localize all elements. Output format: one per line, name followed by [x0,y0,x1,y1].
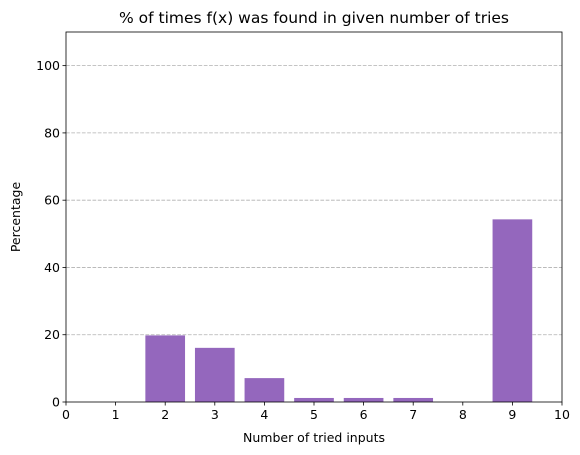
y-gridlines [66,65,562,336]
y-axis-label: Percentage [8,182,23,253]
x-tick-label: 9 [508,407,516,422]
y-tick-label: 0 [52,395,60,410]
x-tick-label: 4 [260,407,268,422]
x-axis-label: Number of tried inputs [243,430,385,445]
bar-4 [244,378,285,402]
y-tick-label: 80 [44,125,60,140]
bar-6 [343,397,384,402]
x-tick-label: 10 [554,407,570,422]
y-tick-label: 100 [36,58,60,73]
x-tick-label: 8 [459,407,467,422]
bar-7 [393,397,434,402]
bar-9 [492,219,533,402]
x-tick-label: 0 [62,407,70,422]
y-axis-ticks: 0 20 40 60 80 100 [36,58,66,410]
bar-5 [294,397,334,402]
x-tick-label: 1 [112,407,120,422]
bar-2 [145,335,186,402]
chart-title: % of times f(x) was found in given numbe… [119,9,509,27]
x-tick-label: 2 [161,407,169,422]
y-tick-label: 40 [44,260,60,275]
x-tick-label: 7 [409,407,417,422]
y-tick-label: 60 [44,193,60,208]
x-axis-ticks: 0 1 2 3 4 5 6 7 8 9 10 [62,402,570,422]
y-tick-label: 20 [44,327,60,342]
x-tick-label: 5 [310,407,318,422]
bars [145,219,533,402]
bar-3 [194,347,235,402]
x-tick-label: 6 [360,407,368,422]
x-tick-label: 3 [211,407,219,422]
